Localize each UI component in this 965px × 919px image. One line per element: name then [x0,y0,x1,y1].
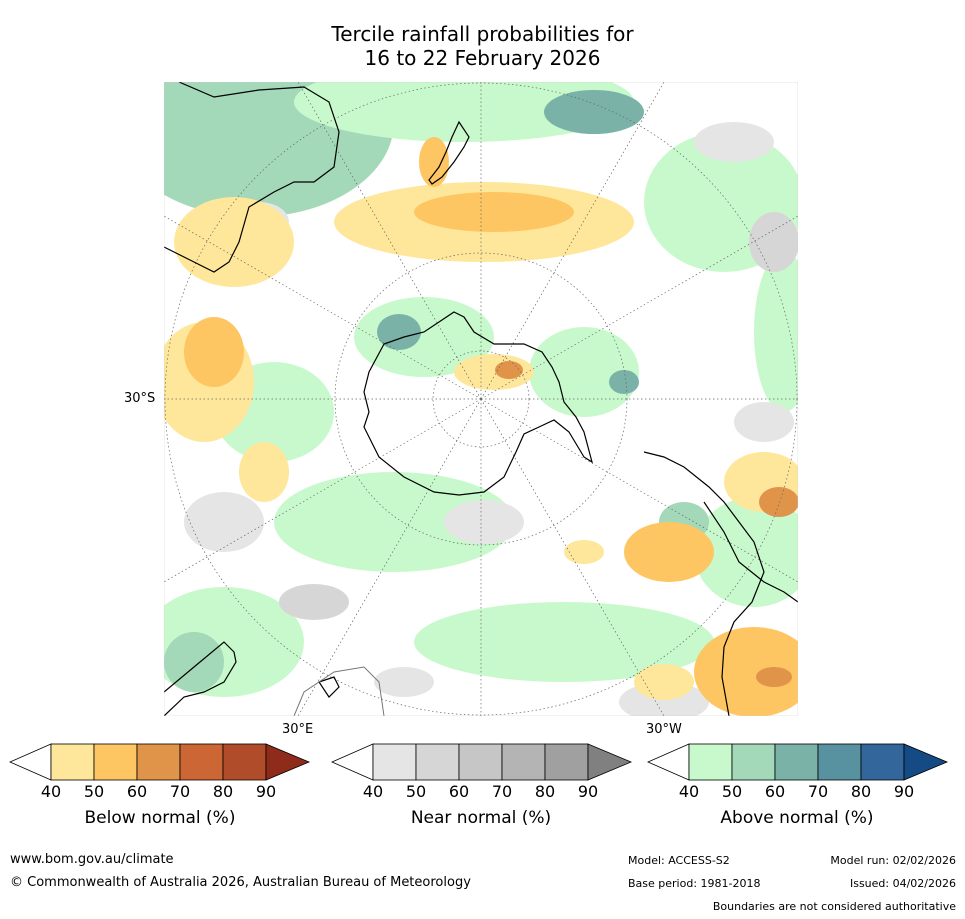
below-tick: 70 [169,782,191,801]
africa-coast [164,641,237,716]
below-tick: 60 [126,782,148,801]
colorbar-below-svg [9,743,311,781]
above-tick: 80 [850,782,872,801]
southern-africa-outline [293,666,385,716]
near-swatch-3 [458,743,503,781]
south-america-inland [703,501,798,603]
lon-label-30e: 30°E [282,722,314,737]
near-swatch-4 [501,743,546,781]
map-title-line1: Tercile rainfall probabilities for [331,22,634,46]
above-swatch-4 [817,743,862,781]
above-swatch-0 [647,743,690,781]
near-swatch-6 [587,743,633,781]
below-swatch-2 [93,743,138,781]
colorbar-near-normal [330,742,634,786]
footer-copyright: © Commonwealth of Australia 2026, Austra… [10,875,471,890]
footer-website-link[interactable]: www.bom.gov.au/climate [10,852,174,867]
below-swatch-1 [50,743,95,781]
near-swatch-0 [331,743,374,781]
colorbar-below-normal [8,742,312,786]
above-tick: 40 [678,782,700,801]
near-tick: 80 [534,782,556,801]
footer-disclaimer: Boundaries are not considered authoritat… [712,900,956,913]
above-swatch-3 [774,743,819,781]
near-tick: 40 [362,782,384,801]
below-tick: 80 [212,782,234,801]
south-america-coast [643,451,765,716]
colorbar-below-label: Below normal (%) [84,808,236,828]
below-swatch-0 [9,743,52,781]
antarctica-coast [363,311,593,496]
near-swatch-1 [372,743,417,781]
near-tick: 90 [577,782,599,801]
below-swatch-4 [179,743,224,781]
below-swatch-5 [222,743,267,781]
australia-coast [164,82,340,273]
madagascar-coast [318,676,340,698]
footer-model-run: Model run: 02/02/2026 [830,854,956,867]
footer-base-period: Base period: 1981-2018 [628,877,761,890]
colorbar-above-svg [647,743,949,781]
footer-model: Model: ACCESS-S2 [628,854,730,867]
lat-label-30s: 30°S [124,391,156,406]
map-title-line2: 16 to 22 February 2026 [364,46,601,70]
polar-map-svg [163,81,799,717]
near-swatch-5 [544,743,589,781]
above-tick: 50 [721,782,743,801]
below-normal-field [164,137,798,716]
near-tick: 50 [405,782,427,801]
near-tick: 70 [491,782,513,801]
colorbar-above-normal [646,742,950,786]
above-swatch-2 [731,743,776,781]
near-tick: 60 [448,782,470,801]
colorbar-near-svg [331,743,633,781]
above-swatch-1 [688,743,733,781]
above-swatch-5 [860,743,905,781]
above-swatch-6 [903,743,949,781]
above-normal-field [164,82,798,697]
below-tick: 90 [255,782,277,801]
colorbar-near-label: Near normal (%) [410,808,552,828]
new-zealand-coast [428,120,470,185]
polar-map [163,81,799,717]
above-tick: 70 [807,782,829,801]
coastlines [164,82,798,716]
lon-label-30w: 30°W [646,722,682,737]
colorbar-above-label: Above normal (%) [720,808,874,828]
below-tick: 50 [83,782,105,801]
near-swatch-2 [415,743,460,781]
above-tick: 90 [893,782,915,801]
footer-issued: Issued: 04/02/2026 [849,877,956,890]
above-tick: 60 [764,782,786,801]
below-swatch-6 [265,743,311,781]
below-swatch-3 [136,743,181,781]
below-tick: 40 [40,782,62,801]
